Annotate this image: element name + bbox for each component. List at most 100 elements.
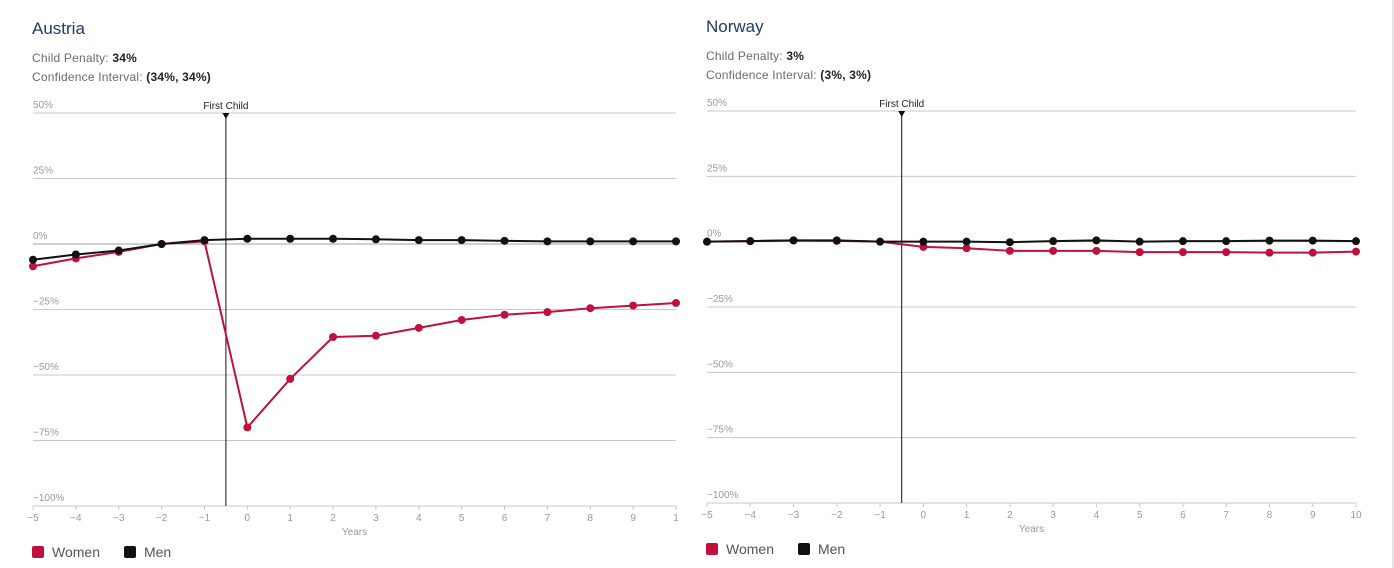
men-data-point bbox=[962, 237, 971, 246]
first-child-marker-icon bbox=[222, 113, 230, 119]
men-data-point bbox=[1308, 236, 1317, 245]
x-tick-label: −2 bbox=[156, 513, 168, 524]
men-data-point bbox=[371, 235, 380, 244]
y-tick-label: −50% bbox=[33, 362, 59, 373]
men-data-point bbox=[200, 236, 209, 245]
child-penalty-label: Child Penalty: bbox=[32, 51, 109, 65]
men-data-point bbox=[789, 236, 798, 245]
men-data-point bbox=[329, 234, 338, 243]
x-tick-label: 1 bbox=[964, 510, 970, 521]
panel-title: Norway bbox=[706, 17, 764, 36]
women-data-point bbox=[962, 244, 971, 253]
men-data-point bbox=[71, 250, 80, 259]
x-tick-label: −4 bbox=[70, 513, 82, 524]
men-data-point bbox=[543, 237, 552, 246]
women-swatch-icon bbox=[32, 546, 44, 558]
child-penalty: Child Penalty: 34% bbox=[32, 51, 137, 65]
x-tick-label: 4 bbox=[416, 513, 422, 524]
legend-item-men[interactable]: Men bbox=[123, 544, 172, 560]
x-tick-label: −1 bbox=[874, 510, 886, 521]
legend-label-men: Men bbox=[143, 544, 172, 560]
y-tick-label: −100% bbox=[707, 490, 739, 501]
women-data-point bbox=[543, 308, 552, 317]
men-swatch-icon bbox=[123, 546, 136, 558]
y-tick-label: −75% bbox=[707, 425, 733, 436]
x-tick-label: 5 bbox=[459, 513, 465, 524]
y-tick-label: 0% bbox=[33, 231, 48, 242]
chart-panel-austria: Austria Child Penalty: 34% Confidence In… bbox=[0, 0, 690, 568]
legend-item-men[interactable]: Men bbox=[797, 541, 846, 557]
men-data-point bbox=[1352, 237, 1360, 246]
women-data-point bbox=[371, 331, 380, 340]
child-penalty-value: 3% bbox=[786, 49, 805, 63]
men-data-point bbox=[29, 255, 37, 264]
panel-title: Austria bbox=[32, 19, 85, 38]
men-data-point bbox=[243, 234, 252, 243]
men-series-line bbox=[32, 237, 676, 261]
women-data-point bbox=[243, 423, 252, 432]
men-data-point bbox=[703, 237, 711, 246]
confidence-interval: Confidence Interval: (34%, 34%) bbox=[32, 70, 211, 84]
x-tick-label: 10 bbox=[1350, 510, 1362, 521]
x-tick-label: −5 bbox=[27, 513, 39, 524]
legend-item-women[interactable]: Women bbox=[32, 544, 100, 560]
women-data-point bbox=[1222, 248, 1231, 257]
x-tick-label: 2 bbox=[330, 513, 336, 524]
confidence-interval-value: (3%, 3%) bbox=[820, 68, 872, 82]
confidence-interval: Confidence Interval: (3%, 3%) bbox=[706, 68, 871, 82]
x-tick-label: 8 bbox=[587, 513, 593, 524]
x-tick-label: −3 bbox=[113, 513, 125, 524]
legend-item-women[interactable]: Women bbox=[706, 541, 774, 557]
men-data-point bbox=[746, 237, 755, 246]
x-tick-label: 3 bbox=[1050, 510, 1056, 521]
men-data-point bbox=[1092, 236, 1101, 245]
legend-label-women: Women bbox=[52, 544, 100, 560]
men-data-point bbox=[919, 237, 928, 246]
women-data-point bbox=[1049, 246, 1058, 255]
men-data-point bbox=[286, 234, 295, 243]
y-tick-label: 50% bbox=[707, 98, 727, 109]
men-series-line bbox=[706, 239, 1357, 244]
legend: Women Men bbox=[706, 541, 869, 557]
women-data-point bbox=[1352, 247, 1360, 256]
chart-panel-norway: Norway Child Penalty: 3% Confidence Inte… bbox=[674, 0, 1394, 568]
x-tick-label: 9 bbox=[1310, 510, 1316, 521]
y-tick-label: 50% bbox=[33, 100, 53, 111]
men-data-point bbox=[1135, 237, 1144, 246]
x-tick-label: 7 bbox=[1223, 510, 1229, 521]
women-data-point bbox=[414, 323, 423, 332]
women-data-point bbox=[1092, 246, 1101, 255]
women-data-point bbox=[1265, 248, 1274, 257]
women-data-point bbox=[672, 298, 680, 307]
men-data-point bbox=[832, 236, 841, 245]
men-data-point bbox=[876, 237, 885, 246]
first-child-label: First Child bbox=[879, 99, 924, 110]
x-tick-label: 0 bbox=[921, 510, 927, 521]
x-tick-label: 3 bbox=[373, 513, 379, 524]
men-data-point bbox=[157, 240, 166, 248]
men-data-point bbox=[114, 246, 123, 255]
women-data-point bbox=[1005, 246, 1014, 255]
x-tick-label: −2 bbox=[831, 510, 843, 521]
y-tick-label: −25% bbox=[33, 297, 59, 308]
panel-border bbox=[1392, 0, 1394, 568]
confidence-interval-value: (34%, 34%) bbox=[146, 70, 211, 84]
x-tick-label: −4 bbox=[745, 510, 757, 521]
child-penalty-value: 34% bbox=[112, 51, 138, 65]
x-axis-title: Years bbox=[342, 527, 367, 538]
y-tick-label: −75% bbox=[33, 428, 59, 439]
men-data-point bbox=[1049, 237, 1058, 246]
x-tick-label: 1 bbox=[673, 513, 679, 524]
x-tick-label: 7 bbox=[545, 513, 551, 524]
y-tick-label: −50% bbox=[707, 359, 733, 370]
legend-label-men: Men bbox=[817, 541, 846, 557]
x-tick-label: 0 bbox=[245, 513, 251, 524]
legend-label-women: Women bbox=[726, 541, 774, 557]
men-data-point bbox=[500, 236, 509, 245]
women-data-point bbox=[1135, 248, 1144, 257]
x-tick-label: −3 bbox=[788, 510, 800, 521]
x-tick-label: 1 bbox=[287, 513, 293, 524]
confidence-interval-label: Confidence Interval: bbox=[32, 70, 143, 84]
women-data-point bbox=[1178, 248, 1187, 257]
first-child-marker-icon bbox=[898, 111, 906, 117]
